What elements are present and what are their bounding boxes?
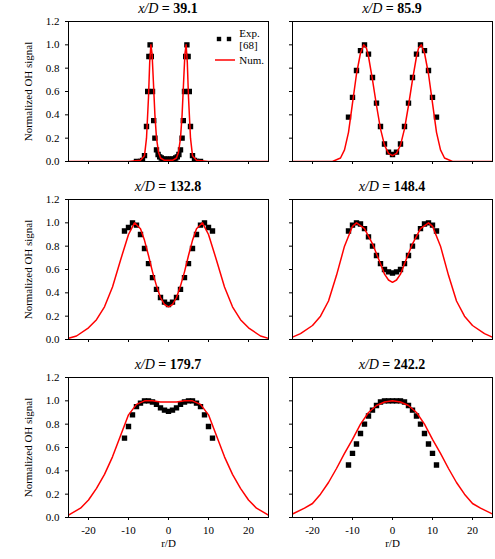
html-text:x/D = 85.9: x/D = 85.9 — [362, 1, 422, 16]
svg-text:0.2: 0.2 — [46, 488, 60, 500]
svg-text:0.8: 0.8 — [46, 418, 60, 430]
svg-text:0.6: 0.6 — [46, 263, 60, 275]
svg-text:0.4: 0.4 — [46, 108, 60, 120]
html-text:x/D = 242.2: x/D = 242.2 — [358, 357, 426, 372]
svg-text:Normalized OH signal: Normalized OH signal — [22, 42, 34, 142]
html-text:x/D = 179.7: x/D = 179.7 — [134, 357, 202, 372]
svg-text:0.2: 0.2 — [46, 310, 60, 322]
svg-text:1.0: 1.0 — [46, 38, 60, 50]
svg-text:10: 10 — [427, 524, 439, 536]
svg-text:0: 0 — [166, 524, 172, 536]
svg-text:-10: -10 — [121, 524, 136, 536]
svg-text:1.0: 1.0 — [46, 394, 60, 406]
svg-text:0.6: 0.6 — [46, 85, 60, 97]
svg-text:Normalized OH signal: Normalized OH signal — [22, 398, 34, 498]
svg-text:20: 20 — [467, 524, 479, 536]
svg-text:1.2: 1.2 — [46, 18, 60, 27]
svg-text:r/D: r/D — [161, 537, 176, 549]
svg-text:0.8: 0.8 — [46, 240, 60, 252]
svg-text:0.4: 0.4 — [46, 286, 60, 298]
svg-text:Normalized OH signal: Normalized OH signal — [22, 220, 34, 320]
svg-text:0.0: 0.0 — [46, 333, 60, 345]
svg-text:1.2: 1.2 — [46, 196, 60, 205]
svg-text:r/D: r/D — [385, 537, 400, 549]
svg-text:0.0: 0.0 — [46, 511, 60, 523]
svg-text:10: 10 — [203, 524, 215, 536]
html-text:Exp. [68]: Exp. [68] — [239, 27, 260, 51]
html-text:Num.: Num. — [239, 54, 264, 66]
html-text:x/D = 132.8: x/D = 132.8 — [134, 179, 202, 194]
svg-text:1.2: 1.2 — [46, 374, 60, 383]
svg-text:0: 0 — [390, 524, 396, 536]
svg-text:0.6: 0.6 — [46, 441, 60, 453]
svg-text:0.0: 0.0 — [46, 155, 60, 167]
svg-text:-10: -10 — [345, 524, 360, 536]
svg-text:0.2: 0.2 — [46, 132, 60, 144]
svg-text:0.4: 0.4 — [46, 464, 60, 476]
html-text:x/D = 39.1: x/D = 39.1 — [138, 1, 198, 16]
svg-text:20: 20 — [243, 524, 255, 536]
svg-text:1.0: 1.0 — [46, 216, 60, 228]
html-text:x/D = 148.4: x/D = 148.4 — [358, 179, 426, 194]
svg-text:-20: -20 — [305, 524, 320, 536]
svg-text:0.8: 0.8 — [46, 62, 60, 74]
svg-text:-20: -20 — [81, 524, 96, 536]
